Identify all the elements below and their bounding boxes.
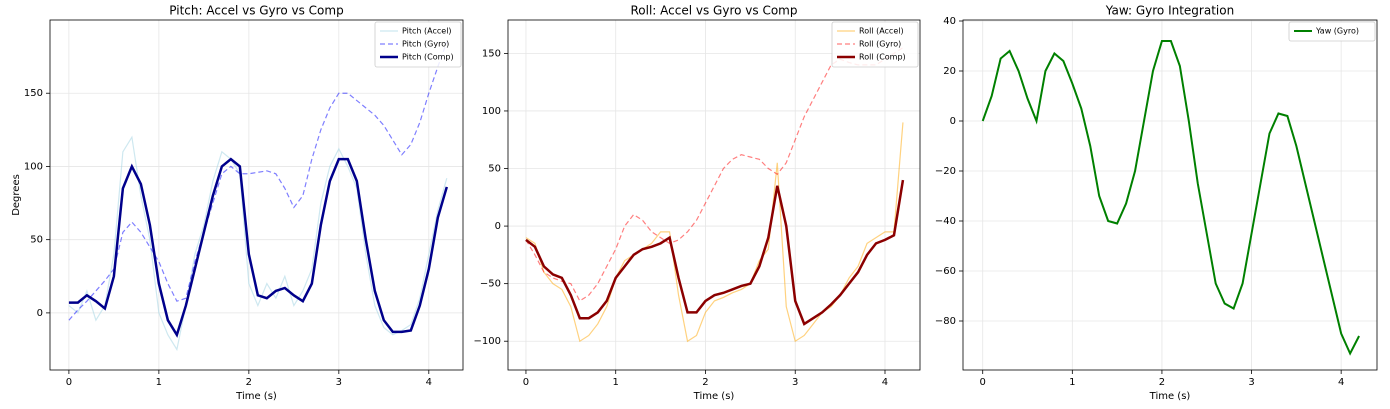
y-tick-label: −100 bbox=[474, 336, 501, 347]
y-tick-label: −20 bbox=[935, 166, 956, 177]
x-tick-label: 2 bbox=[246, 377, 252, 388]
y-tick-label: 40 bbox=[943, 16, 956, 27]
x-tick-label: 3 bbox=[336, 377, 342, 388]
y-axis-label: Degrees bbox=[11, 174, 22, 216]
legend-label: Yaw (Gyro) bbox=[1315, 27, 1359, 36]
y-tick-label: −50 bbox=[480, 279, 501, 290]
series-line bbox=[525, 179, 905, 326]
y-tick-label: −40 bbox=[935, 216, 956, 227]
subplot: Pitch: Accel vs Gyro vs Comp 0 50 100 150 0 1 2… bbox=[11, 4, 464, 402]
legend-label: Roll (Accel) bbox=[859, 27, 904, 36]
x-tick-label: 4 bbox=[1338, 377, 1344, 388]
axes-frame bbox=[49, 19, 464, 371]
x-tick-label: 0 bbox=[523, 377, 529, 388]
series-line bbox=[525, 122, 904, 343]
x-tick-label: 2 bbox=[702, 377, 708, 388]
x-tick-label: 3 bbox=[1248, 377, 1254, 388]
series-line bbox=[981, 40, 1360, 356]
y-tick-label: 0 bbox=[950, 116, 956, 127]
legend: Roll (Accel) Roll (Gyro) Roll (Comp) bbox=[831, 21, 919, 68]
y-tick-label: 0 bbox=[495, 221, 501, 232]
y-tick-label: 0 bbox=[37, 308, 43, 319]
axes-frame bbox=[507, 19, 921, 371]
chart-title: Roll: Accel vs Gyro vs Comp bbox=[631, 4, 798, 18]
x-tick-label: 0 bbox=[66, 377, 72, 388]
chart-title: Pitch: Accel vs Gyro vs Comp bbox=[169, 4, 343, 18]
x-axis-label: Time (s) bbox=[1149, 391, 1191, 402]
x-tick-label: 2 bbox=[1159, 377, 1165, 388]
series-line bbox=[68, 157, 448, 338]
x-tick-label: 4 bbox=[426, 377, 432, 388]
y-tick-label: 150 bbox=[24, 88, 43, 99]
y-tick-label: −80 bbox=[935, 316, 956, 327]
legend-label: Roll (Comp) bbox=[859, 53, 906, 62]
legend-label: Pitch (Gyro) bbox=[402, 40, 449, 49]
subplot: Yaw: Gyro Integration −80 −60 −40 −20 0 20 40 0 1… bbox=[935, 4, 1378, 402]
legend-box bbox=[1288, 21, 1376, 42]
x-tick-label: 1 bbox=[156, 377, 162, 388]
x-tick-label: 3 bbox=[792, 377, 798, 388]
legend-label: Pitch (Comp) bbox=[402, 53, 454, 62]
subplot: Roll: Accel vs Gyro vs Comp −100 −50 0 50 100… bbox=[474, 4, 921, 402]
legend-label: Roll (Gyro) bbox=[859, 40, 901, 49]
x-tick-label: 0 bbox=[980, 377, 986, 388]
legend: Yaw (Gyro) bbox=[1288, 21, 1376, 42]
x-axis-label: Time (s) bbox=[235, 391, 277, 402]
x-tick-label: 1 bbox=[613, 377, 619, 388]
y-tick-label: 50 bbox=[488, 164, 501, 175]
x-tick-label: 4 bbox=[882, 377, 888, 388]
series-line bbox=[68, 135, 448, 352]
axes-frame bbox=[962, 19, 1378, 371]
x-axis-label: Time (s) bbox=[693, 391, 735, 402]
legend: Pitch (Accel) Pitch (Gyro) Pitch (Comp) bbox=[374, 21, 462, 68]
x-tick-label: 1 bbox=[1069, 377, 1075, 388]
y-tick-label: 50 bbox=[30, 235, 43, 246]
y-tick-label: 100 bbox=[482, 106, 501, 117]
y-tick-label: 20 bbox=[943, 66, 956, 77]
y-tick-label: −60 bbox=[935, 266, 956, 277]
legend-label: Pitch (Accel) bbox=[402, 27, 452, 36]
series-line bbox=[525, 47, 904, 302]
chart-title: Yaw: Gyro Integration bbox=[1105, 4, 1234, 18]
y-tick-label: 100 bbox=[24, 161, 43, 172]
y-tick-label: 150 bbox=[482, 48, 501, 59]
